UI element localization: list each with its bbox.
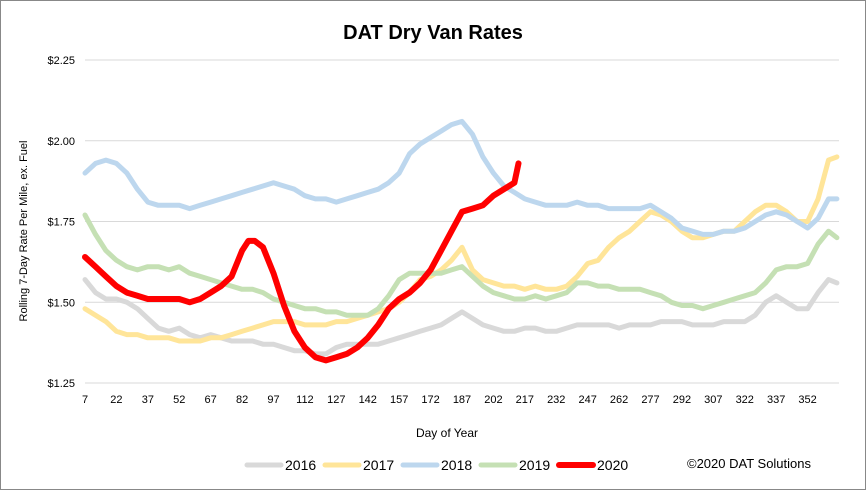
x-tick-label: 217	[516, 394, 534, 406]
x-tick-label: 52	[173, 394, 185, 406]
gridlines	[85, 59, 839, 384]
x-tick-label: 157	[390, 394, 408, 406]
series-line-2019	[82, 212, 840, 318]
x-tick-label: 247	[578, 394, 596, 406]
x-axis-label: Day of Year	[416, 426, 478, 440]
y-axis-ticks: $1.25 $1.50 $1.75 $2.00 $2.25	[47, 55, 75, 390]
y-tick-label: $1.75	[47, 217, 75, 229]
x-tick-label: 352	[798, 394, 816, 406]
x-tick-label: 292	[673, 394, 691, 406]
legend-label-2016: 2016	[285, 457, 316, 473]
x-tick-label: 337	[767, 394, 785, 406]
y-tick-label: $1.25	[47, 378, 75, 390]
y-tick-label: $1.50	[47, 297, 75, 309]
series-line-2020	[82, 160, 522, 364]
y-tick-label: $2.00	[47, 136, 75, 148]
series-line-2016	[82, 277, 840, 357]
legend-label-2020: 2020	[597, 457, 628, 473]
x-tick-label: 22	[110, 394, 122, 406]
x-tick-label: 172	[421, 394, 439, 406]
x-tick-label: 7	[82, 394, 88, 406]
x-tick-label: 262	[610, 394, 628, 406]
legend-label-2019: 2019	[519, 457, 550, 473]
x-tick-label: 322	[736, 394, 754, 406]
x-tick-label: 202	[484, 394, 502, 406]
legend: 2016 2017 2018 2019 2020	[244, 457, 628, 473]
y-tick-label: $2.25	[47, 55, 75, 67]
x-tick-label: 127	[327, 394, 345, 406]
series-lines	[82, 118, 840, 364]
chart-title: DAT Dry Van Rates	[343, 22, 523, 44]
x-tick-label: 187	[453, 394, 471, 406]
copyright-text: ©2020 DAT Solutions	[687, 456, 812, 471]
x-tick-label: 112	[296, 394, 314, 406]
x-tick-label: 142	[359, 394, 377, 406]
x-tick-label: 307	[704, 394, 722, 406]
x-tick-label: 232	[547, 394, 565, 406]
x-tick-label: 277	[641, 394, 659, 406]
x-axis-ticks: 7 22 37 52 67 82 97 112 127 142 157 172 187 202 217 232…	[82, 394, 817, 406]
x-tick-label: 82	[236, 394, 248, 406]
legend-label-2017: 2017	[363, 457, 394, 473]
x-tick-label: 67	[205, 394, 217, 406]
series-line-2018	[82, 118, 840, 237]
x-tick-label: 97	[267, 394, 279, 406]
x-tick-label: 37	[142, 394, 154, 406]
legend-label-2018: 2018	[441, 457, 472, 473]
y-axis-label: Rolling 7-Day Rate Per Mile, ex. Fuel	[18, 141, 30, 322]
